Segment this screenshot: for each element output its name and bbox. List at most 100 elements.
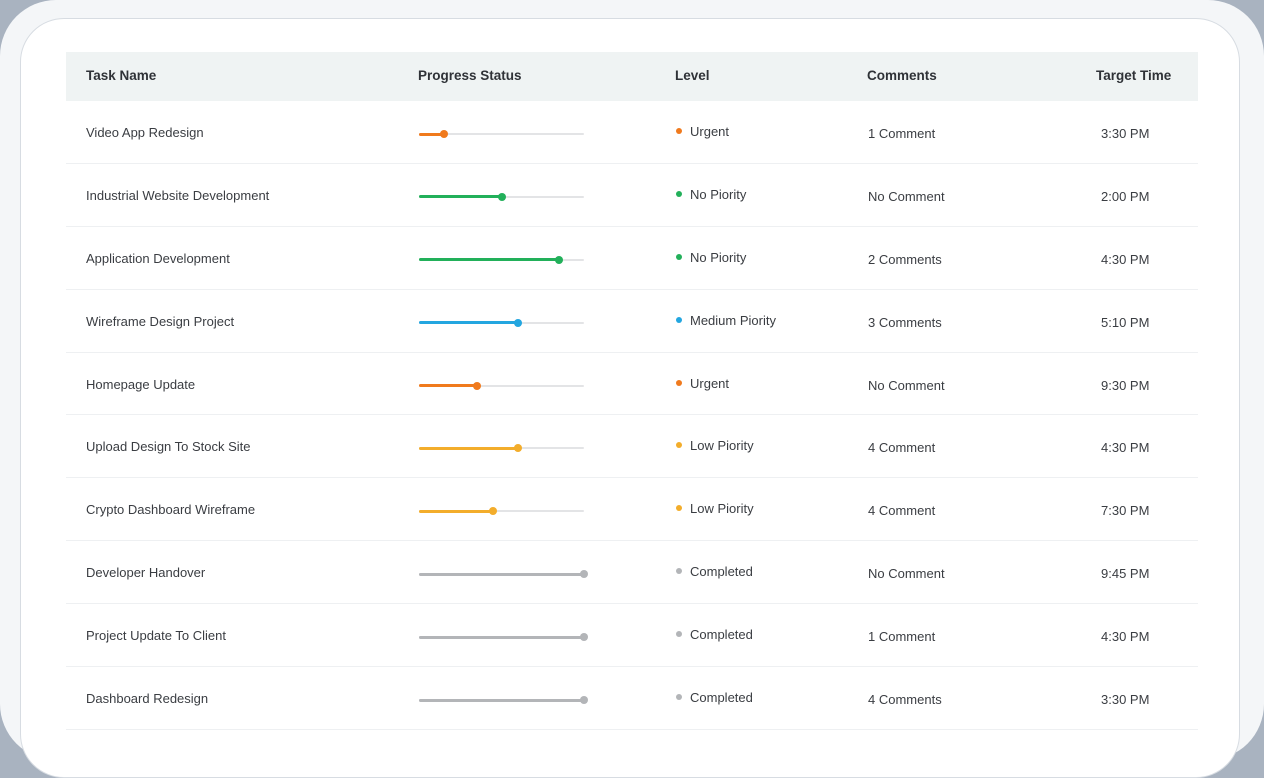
comments-count[interactable]: 3 Comments (868, 314, 942, 330)
target-time: 4:30 PM (1101, 629, 1150, 645)
progress-bar (419, 570, 588, 579)
status-dot-icon (676, 190, 682, 197)
progress-bar (419, 696, 588, 705)
header-progress-status[interactable]: Progress Status (418, 68, 522, 83)
progress-bar (419, 507, 584, 516)
task-name[interactable]: Upload Design To Stock Site (86, 439, 251, 455)
progress-knob[interactable] (489, 507, 498, 516)
target-time: 2:00 PM (1101, 188, 1150, 204)
progress-knob[interactable] (555, 255, 564, 264)
level-text: Completed (690, 627, 753, 643)
progress-fill (419, 132, 444, 136)
progress-knob[interactable] (497, 192, 506, 201)
progress-bar (419, 444, 584, 453)
progress-bar (419, 381, 584, 390)
level-label: No Piority (676, 250, 746, 265)
comments-count[interactable]: 4 Comment (868, 503, 936, 519)
task-name[interactable]: Wireframe Design Project (86, 313, 235, 329)
level-label: Completed (676, 627, 753, 642)
level-text: Urgent (690, 375, 730, 391)
level-label: Completed (676, 690, 753, 705)
comments-count[interactable]: 2 Comments (868, 251, 942, 267)
progress-fill (419, 195, 502, 199)
task-name[interactable]: Crypto Dashboard Wireframe (86, 502, 256, 518)
status-dot-icon (676, 631, 682, 638)
table-row[interactable]: Project Update To Client Completed 1 Comme… (66, 604, 1198, 668)
progress-knob[interactable] (580, 633, 588, 642)
progress-fill (419, 698, 584, 702)
level-text: Low Piority (690, 438, 754, 454)
progress-knob[interactable] (472, 381, 481, 390)
level-label: Completed (676, 564, 753, 579)
comments-count[interactable]: 4 Comment (868, 440, 936, 456)
comments-count[interactable]: 1 Comment (868, 629, 936, 645)
status-dot-icon (676, 128, 682, 134)
table-row[interactable]: Upload Design To Stock Site Low Piority 4 … (66, 415, 1198, 479)
progress-knob[interactable] (580, 570, 588, 579)
comments-count[interactable]: No Comment (868, 377, 945, 393)
progress-knob[interactable] (514, 444, 522, 453)
progress-bar (419, 633, 588, 642)
level-text: Medium Piority (690, 312, 776, 328)
target-time: 9:30 PM (1101, 377, 1150, 393)
table-row[interactable]: Industrial Website Development No Piority… (66, 164, 1198, 227)
level-label: Medium Piority (676, 313, 776, 328)
progress-knob[interactable] (514, 318, 522, 327)
level-text: No Piority (690, 186, 747, 202)
task-card (20, 18, 1240, 778)
progress-fill (419, 446, 518, 450)
target-time: 4:30 PM (1101, 251, 1150, 267)
header-level[interactable]: Level (675, 68, 710, 83)
task-name[interactable]: Dashboard Redesign (86, 691, 209, 707)
progress-bar (419, 130, 584, 138)
progress-fill (419, 258, 560, 262)
status-dot-icon (676, 568, 682, 575)
target-time: 7:30 PM (1101, 503, 1150, 519)
progress-fill (419, 321, 518, 325)
task-name[interactable]: Project Update To Client (86, 628, 226, 644)
level-label: Low Piority (676, 501, 754, 516)
target-time: 5:10 PM (1101, 314, 1150, 330)
task-name[interactable]: Application Development (86, 250, 230, 266)
comments-count[interactable]: No Comment (868, 188, 945, 204)
status-dot-icon (676, 316, 682, 323)
status-dot-icon (676, 442, 682, 449)
table-row[interactable]: Video App Redesign Urgent 1 Comment 3:30 PM (66, 101, 1198, 164)
task-name[interactable]: Homepage Update (86, 376, 196, 392)
task-name[interactable]: Developer Handover (86, 565, 206, 581)
level-label: Urgent (676, 376, 729, 391)
table-row[interactable]: Crypto Dashboard Wireframe Low Piority 4 C… (66, 478, 1198, 542)
level-label: Urgent (676, 124, 729, 139)
progress-fill (419, 384, 477, 388)
table-row[interactable]: Application Development No Piority 2 Comme… (66, 227, 1198, 290)
level-text: Completed (690, 564, 753, 580)
target-time: 4:30 PM (1101, 440, 1150, 456)
target-time: 3:30 PM (1101, 692, 1150, 708)
status-dot-icon (676, 505, 682, 512)
level-text: Urgent (690, 124, 730, 139)
progress-fill (419, 572, 584, 576)
target-time: 3:30 PM (1101, 126, 1150, 141)
table-row[interactable]: Developer Handover Completed No Comment 9:4… (66, 541, 1198, 605)
header-target-time[interactable]: Target Time (1096, 68, 1172, 83)
task-name[interactable]: Industrial Website Development (86, 187, 270, 203)
task-name[interactable]: Video App Redesign (86, 125, 204, 140)
target-time: 9:45 PM (1101, 566, 1150, 582)
comments-count[interactable]: No Comment (868, 566, 945, 582)
progress-bar (419, 255, 584, 264)
progress-fill (419, 509, 494, 513)
table-row[interactable]: Dashboard Redesign Completed 4 Comments 3:3… (66, 667, 1198, 730)
progress-track (419, 510, 584, 513)
table-header: Task Name Progress Status Level Comments… (66, 52, 1198, 101)
header-comments[interactable]: Comments (867, 68, 937, 83)
level-label: Low Piority (676, 438, 754, 453)
table-row[interactable]: Wireframe Design Project Medium Piority 3 … (66, 290, 1198, 353)
progress-knob[interactable] (439, 130, 448, 138)
header-task-name[interactable]: Task Name (86, 68, 157, 83)
comments-count[interactable]: 1 Comment (868, 126, 936, 141)
level-text: Completed (690, 690, 753, 706)
progress-knob[interactable] (580, 696, 588, 705)
comments-count[interactable]: 4 Comments (868, 692, 942, 708)
table-row[interactable]: Homepage Update Urgent No Comment 9:30 PM (66, 353, 1198, 416)
